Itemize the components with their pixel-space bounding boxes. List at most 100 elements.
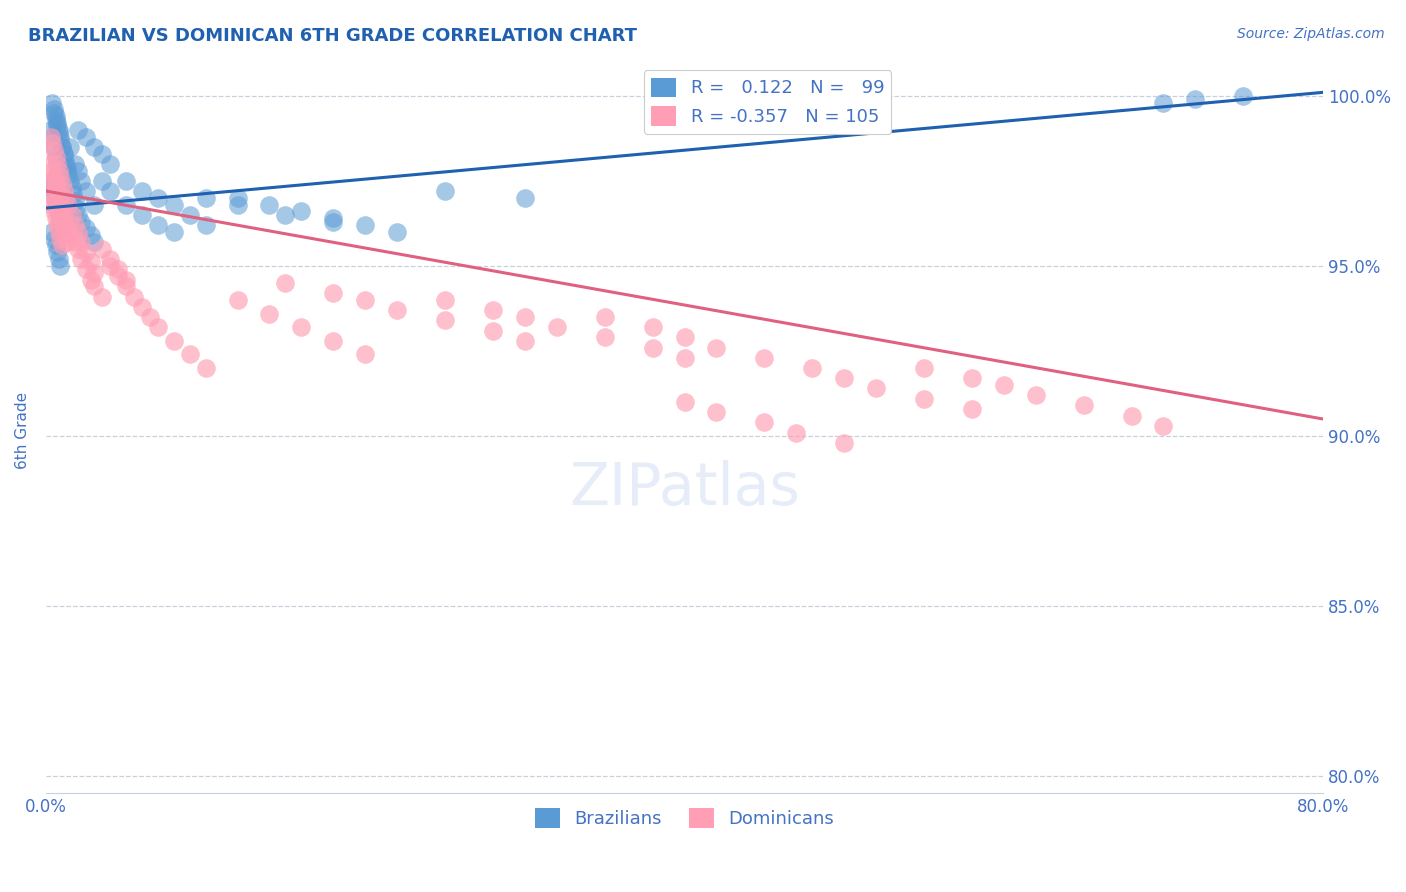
Point — [45, 109, 67, 123]
Point — [785, 425, 807, 440]
Point — [131, 300, 153, 314]
Point — [51, 204, 73, 219]
Point — [49, 174, 72, 188]
Point — [41, 163, 63, 178]
Point — [39, 191, 62, 205]
Point — [385, 303, 408, 318]
Point — [146, 218, 169, 232]
Point — [51, 221, 73, 235]
Point — [59, 140, 82, 154]
Point — [98, 259, 121, 273]
Point — [45, 187, 67, 202]
Point — [226, 197, 249, 211]
Point — [75, 184, 97, 198]
Point — [354, 347, 377, 361]
Point — [912, 361, 935, 376]
Point — [48, 252, 70, 266]
Y-axis label: 6th Grade: 6th Grade — [15, 392, 30, 469]
Text: ZIPatlas: ZIPatlas — [569, 460, 800, 517]
Point — [274, 276, 297, 290]
Point — [53, 228, 76, 243]
Point — [48, 201, 70, 215]
Point — [49, 197, 72, 211]
Point — [52, 191, 75, 205]
Point — [90, 242, 112, 256]
Point — [90, 289, 112, 303]
Point — [139, 310, 162, 324]
Point — [48, 126, 70, 140]
Point — [290, 320, 312, 334]
Point — [53, 191, 76, 205]
Point — [83, 279, 105, 293]
Point — [832, 435, 855, 450]
Point — [673, 395, 696, 409]
Point — [48, 122, 70, 136]
Point — [45, 194, 67, 209]
Point — [42, 140, 65, 154]
Point — [114, 272, 136, 286]
Point — [1025, 388, 1047, 402]
Point — [1121, 409, 1143, 423]
Point — [58, 167, 80, 181]
Point — [42, 187, 65, 202]
Point — [39, 129, 62, 144]
Point — [48, 163, 70, 178]
Point — [42, 204, 65, 219]
Point — [194, 361, 217, 376]
Point — [49, 133, 72, 147]
Point — [90, 174, 112, 188]
Point — [179, 347, 201, 361]
Point — [131, 208, 153, 222]
Point — [53, 157, 76, 171]
Point — [513, 334, 536, 348]
Point — [66, 208, 89, 222]
Point — [49, 259, 72, 273]
Point — [55, 235, 77, 249]
Point — [75, 245, 97, 260]
Point — [46, 157, 69, 171]
Point — [75, 262, 97, 277]
Point — [53, 153, 76, 168]
Point — [59, 225, 82, 239]
Point — [993, 378, 1015, 392]
Point — [55, 160, 77, 174]
Point — [75, 129, 97, 144]
Point — [322, 211, 344, 226]
Point — [42, 103, 65, 117]
Point — [49, 129, 72, 144]
Point — [114, 197, 136, 211]
Point — [83, 140, 105, 154]
Point — [65, 201, 87, 215]
Point — [70, 174, 93, 188]
Point — [75, 221, 97, 235]
Point — [706, 341, 728, 355]
Point — [46, 116, 69, 130]
Point — [259, 306, 281, 320]
Point — [58, 197, 80, 211]
Point — [673, 351, 696, 365]
Point — [49, 232, 72, 246]
Point — [45, 112, 67, 127]
Point — [163, 225, 186, 239]
Point — [48, 163, 70, 178]
Point — [641, 320, 664, 334]
Point — [98, 157, 121, 171]
Point — [1232, 88, 1254, 103]
Point — [45, 150, 67, 164]
Point — [546, 320, 568, 334]
Point — [754, 416, 776, 430]
Point — [63, 218, 86, 232]
Point — [912, 392, 935, 406]
Point — [593, 310, 616, 324]
Point — [52, 146, 75, 161]
Point — [52, 211, 75, 226]
Point — [59, 174, 82, 188]
Point — [49, 214, 72, 228]
Point — [41, 225, 63, 239]
Point — [42, 143, 65, 157]
Point — [226, 191, 249, 205]
Point — [48, 208, 70, 222]
Point — [322, 214, 344, 228]
Point — [131, 184, 153, 198]
Point — [706, 405, 728, 419]
